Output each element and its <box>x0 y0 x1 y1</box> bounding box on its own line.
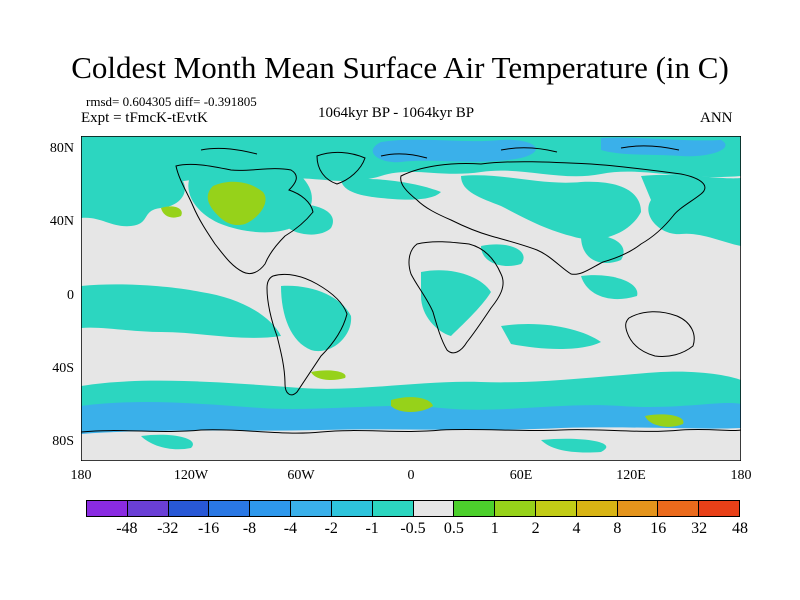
lat-label-40s: 40S <box>52 361 74 376</box>
indian-ocean-region <box>501 323 601 349</box>
anomaly-shading <box>81 136 741 461</box>
colorbar-label-13: 16 <box>650 520 667 537</box>
lon-label-180w: 180 <box>70 468 92 483</box>
colorbar-label-0: -48 <box>116 520 138 537</box>
colorbar-label-10: 2 <box>531 520 540 537</box>
central-asia-region <box>481 244 524 266</box>
east-asia-region <box>581 235 624 263</box>
colorbar-box-13 <box>617 501 659 516</box>
lat-label-40n: 40N <box>49 214 74 229</box>
antarctica-coast <box>81 428 741 434</box>
south-atlantic-warm-patch <box>391 397 433 412</box>
lon-label-60w: 60W <box>287 468 315 483</box>
north-pacific-east-region <box>641 174 741 246</box>
south-america-coast <box>266 273 348 396</box>
colorbar-label-11: 4 <box>572 520 581 537</box>
season-label: ANN <box>700 110 733 126</box>
lat-label-0: 0 <box>67 288 74 303</box>
lon-label-0: 0 <box>407 468 415 483</box>
colorbar-box-9 <box>454 501 496 516</box>
colorbar-box-11 <box>535 501 577 516</box>
map-panel <box>81 136 741 461</box>
colorbar-box-1 <box>127 501 169 516</box>
eurasia-coast <box>400 161 706 275</box>
colorbar-label-2: -16 <box>197 520 220 537</box>
colorbar-box-10 <box>495 501 536 516</box>
colorbar-box-3 <box>209 501 251 516</box>
africa-coast <box>408 241 504 354</box>
rmsd-diff-stat: rmsd= 0.604305 diff= -0.391805 <box>86 94 257 109</box>
colorbar-label-12: 8 <box>613 520 622 537</box>
colorbar-box-0 <box>87 501 128 516</box>
map-title: Coldest Month Mean Surface Air Temperatu… <box>71 50 729 85</box>
lat-label-80n: 80N <box>49 141 74 156</box>
experiment-label: Expt = tFmcK-tEvtK <box>81 110 208 126</box>
lon-label-180e: 180 <box>730 468 752 483</box>
lon-label-60e: 60E <box>509 468 533 483</box>
colorbar-label-5: -2 <box>324 520 338 537</box>
north-pacific-region <box>81 175 185 227</box>
colorbar-box-14 <box>658 501 700 516</box>
south-america-region <box>281 285 352 352</box>
colorbar-box-2 <box>168 501 210 516</box>
colorbar-label-1: -32 <box>157 520 179 537</box>
north-america-coast <box>175 163 314 275</box>
maritime-continent-region <box>581 275 638 300</box>
north-atlantic-region <box>341 178 441 200</box>
colorbar-box-12 <box>576 501 618 516</box>
anomaly-map <box>81 136 741 461</box>
south-pacific-warm-patch <box>311 370 346 380</box>
coastlines <box>81 145 741 434</box>
lon-label-120e: 120E <box>616 468 646 483</box>
antarctic-warm-patch <box>645 414 684 427</box>
colorbar-label-8: 0.5 <box>443 520 464 537</box>
greenland-coast <box>316 151 366 185</box>
colorbar-box-6 <box>331 501 373 516</box>
colorbar-label-14: 32 <box>691 520 708 537</box>
colorbar <box>86 500 740 517</box>
colorbar-box-15 <box>699 501 739 516</box>
colorbar-label-4: -4 <box>283 520 298 537</box>
tropical-pacific-region <box>81 284 281 338</box>
colorbar-box-5 <box>291 501 332 516</box>
north-america-warm-region <box>207 181 266 226</box>
southern-ocean-deep-region <box>81 402 741 436</box>
eurasia-cool-region <box>461 175 641 240</box>
colorbar-label-3: -8 <box>242 520 257 537</box>
australia-coast <box>625 311 695 357</box>
lon-label-120w: 120W <box>173 468 209 483</box>
colorbar-box-7 <box>372 501 414 516</box>
colorbar-label-6: -1 <box>365 520 379 537</box>
north-pacific-warm-patch <box>161 206 182 218</box>
arctic-islands-coast <box>200 145 680 159</box>
africa-region <box>421 270 491 336</box>
colorbar-label-7: -0.5 <box>400 520 426 537</box>
colorbar-label-9: 1 <box>490 520 499 537</box>
lat-label-80s: 80S <box>52 434 74 449</box>
colorbar-box-4 <box>250 501 292 516</box>
arctic-deep-region <box>372 139 536 163</box>
colorbar-box-8 <box>413 501 455 516</box>
period-label: 1064kyr BP - 1064kyr BP <box>318 105 475 121</box>
antarctica-region <box>81 427 741 461</box>
colorbar-label-15: 48 <box>732 520 748 537</box>
